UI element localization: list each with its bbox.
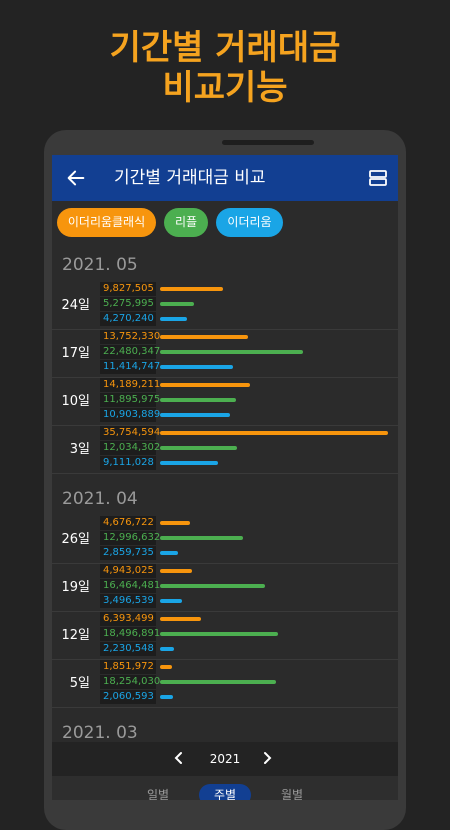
volume-value: 5,275,995 <box>100 297 156 311</box>
row-divider <box>52 329 398 330</box>
volume-value: 16,464,481 <box>100 579 160 593</box>
back-arrow-icon[interactable] <box>65 167 87 189</box>
volume-value: 3,496,539 <box>100 594 156 608</box>
volume-bar <box>160 617 201 621</box>
volume-bar <box>160 569 192 573</box>
app-bar: 기간별 거래대금 비교 <box>52 155 398 201</box>
list-view-icon[interactable] <box>368 168 388 188</box>
row-divider <box>52 611 398 612</box>
chevron-left-icon[interactable] <box>171 750 187 766</box>
volume-value: 12,996,632 <box>100 531 160 545</box>
headline-line-1: 기간별 거래대금 <box>109 28 341 68</box>
volume-bar <box>160 365 233 369</box>
week-day-label: 26일 <box>61 532 90 547</box>
volume-value: 9,827,505 <box>100 282 156 296</box>
weekly-volume-list[interactable]: 2021. 05 24일 9,827,505 5,275,995 4,270,240 17… <box>52 245 398 742</box>
chip-ethereum[interactable]: 이더리움 <box>216 208 283 237</box>
month-header: 2021. 05 <box>62 255 138 275</box>
volume-bar <box>160 584 265 588</box>
volume-value: 35,754,594 <box>100 426 160 440</box>
volume-value: 11,414,747 <box>100 360 160 374</box>
bottom-controls: 2021 일별 주별 월별 <box>52 742 398 800</box>
phone-speaker <box>222 140 314 145</box>
volume-bar <box>160 431 388 435</box>
volume-value: 18,254,030 <box>100 675 160 689</box>
volume-value: 18,496,891 <box>100 627 160 641</box>
volume-bar <box>160 335 248 339</box>
week-day-label: 17일 <box>61 346 90 361</box>
week-day-label: 10일 <box>61 394 90 409</box>
volume-value: 13,752,330 <box>100 330 160 344</box>
volume-bar <box>160 551 178 555</box>
volume-value: 6,393,499 <box>100 612 156 626</box>
volume-bar <box>160 461 218 465</box>
year-label: 2021 <box>209 752 241 766</box>
volume-value: 11,895,975 <box>100 393 160 407</box>
volume-value: 4,676,722 <box>100 516 156 530</box>
month-header: 2021. 04 <box>62 489 138 509</box>
year-navigator: 2021 <box>52 742 398 776</box>
week-day-label: 19일 <box>61 580 90 595</box>
volume-value: 4,270,240 <box>100 312 156 326</box>
row-divider <box>52 659 398 660</box>
row-divider <box>52 425 398 426</box>
volume-value: 10,903,889 <box>100 408 160 422</box>
tab-weekly[interactable]: 주별 <box>199 784 251 800</box>
volume-bar <box>160 599 182 603</box>
row-divider <box>52 707 398 708</box>
volume-bar <box>160 446 237 450</box>
tab-daily[interactable]: 일별 <box>146 788 170 800</box>
volume-bar <box>160 383 250 387</box>
volume-value: 4,943,025 <box>100 564 156 578</box>
volume-value: 2,859,735 <box>100 546 156 560</box>
volume-bar <box>160 398 236 402</box>
volume-bar <box>160 665 172 669</box>
volume-value: 14,189,211 <box>100 378 160 392</box>
volume-bar <box>160 680 276 684</box>
volume-bar <box>160 695 173 699</box>
week-day-label: 5일 <box>69 676 90 691</box>
volume-value: 2,060,593 <box>100 690 156 704</box>
volume-bar <box>160 302 194 306</box>
week-day-label: 3일 <box>69 442 90 457</box>
chevron-right-icon[interactable] <box>259 750 275 766</box>
volume-bar <box>160 647 174 651</box>
month-header: 2021. 03 <box>62 723 138 742</box>
chip-ripple[interactable]: 리플 <box>164 208 208 237</box>
volume-bar <box>160 536 243 540</box>
volume-bar <box>160 287 223 291</box>
week-day-label: 24일 <box>61 298 90 313</box>
chip-ethereum-classic[interactable]: 이더리움클래식 <box>57 208 156 237</box>
app-screen: 기간별 거래대금 비교 이더리움클래식 리플 이더리움 2021. 05 24일 9… <box>52 155 398 800</box>
volume-value: 22,480,347 <box>100 345 160 359</box>
row-divider <box>52 377 398 378</box>
volume-value: 9,111,028 <box>100 456 156 470</box>
volume-value: 1,851,972 <box>100 660 156 674</box>
volume-bar <box>160 413 230 417</box>
row-divider <box>52 473 398 474</box>
volume-bar <box>160 317 187 321</box>
app-bar-title: 기간별 거래대금 비교 <box>114 168 266 188</box>
week-day-label: 12일 <box>61 628 90 643</box>
headline-line-2: 비교기능 <box>162 68 288 108</box>
coin-filter-chips: 이더리움클래식 리플 이더리움 <box>52 201 398 245</box>
volume-bar <box>160 350 303 354</box>
volume-bar <box>160 521 190 525</box>
row-divider <box>52 563 398 564</box>
volume-bar <box>160 632 278 636</box>
tab-monthly[interactable]: 월별 <box>280 788 304 800</box>
volume-value: 2,230,548 <box>100 642 156 656</box>
promo-headline: 기간별 거래대금 비교기능 <box>0 28 450 108</box>
volume-value: 12,034,302 <box>100 441 160 455</box>
